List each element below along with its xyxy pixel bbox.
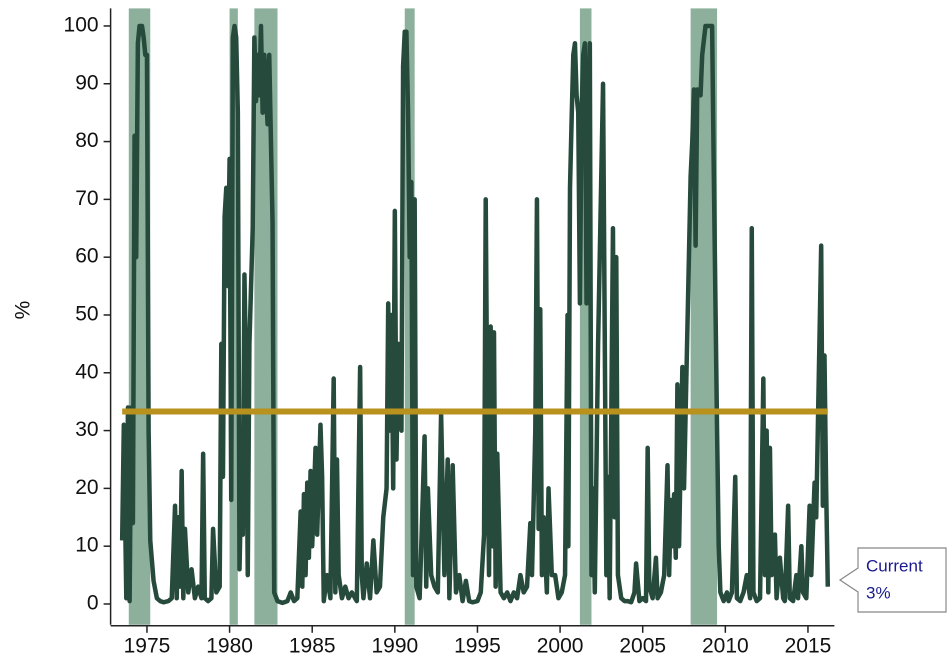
annotation-text: Current: [866, 556, 923, 575]
y-tick-label: 50: [75, 303, 98, 326]
x-tick-label: 2015: [785, 634, 832, 657]
x-tick-label: 1985: [289, 634, 336, 657]
y-axis-label: %: [12, 301, 35, 320]
x-tick-label: 2010: [702, 634, 749, 657]
annotation-text: 3%: [866, 583, 891, 602]
y-tick-label: 90: [75, 71, 98, 94]
y-tick-label: 100: [64, 14, 99, 37]
callout-box: [838, 547, 947, 613]
y-tick-label: 70: [75, 187, 98, 210]
x-tick-label: 1980: [206, 634, 253, 657]
x-tick-label: 1995: [454, 634, 501, 657]
x-tick-label: 2005: [619, 634, 666, 657]
y-tick-label: 40: [75, 360, 98, 383]
y-tick-label: 30: [75, 418, 98, 441]
y-tick-label: 0: [87, 592, 99, 615]
x-tick-label: 1975: [124, 634, 171, 657]
y-tick-label: 60: [75, 245, 98, 268]
data-line: [119, 23, 831, 606]
x-tick-label: 2000: [537, 634, 584, 657]
shaded-period: [579, 8, 592, 625]
x-tick-label: 1990: [371, 634, 418, 657]
y-tick-label: 20: [75, 476, 98, 499]
y-tick-label: 10: [75, 534, 98, 557]
y-tick-label: 80: [75, 129, 98, 152]
